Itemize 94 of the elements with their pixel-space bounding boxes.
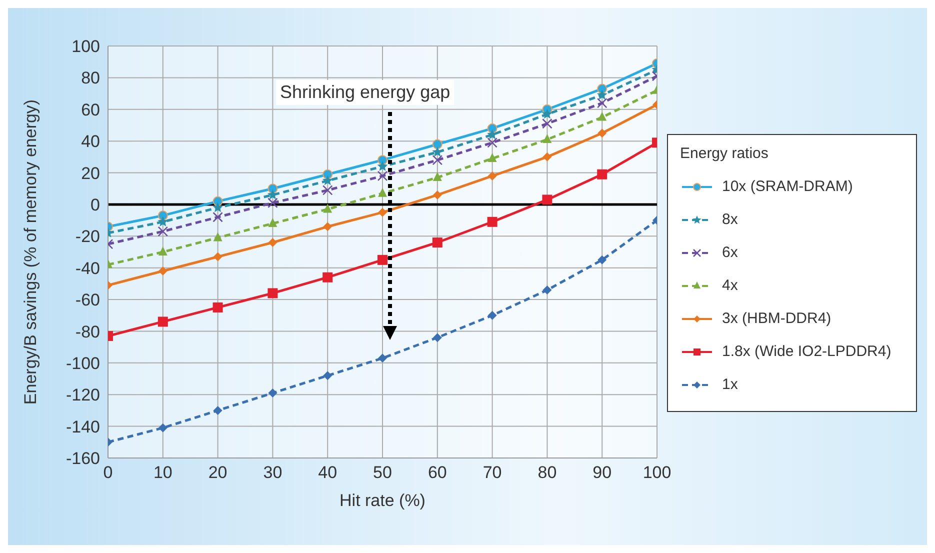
point (378, 208, 387, 217)
point (212, 202, 224, 212)
legend-title: Energy ratios (680, 145, 770, 162)
point (322, 169, 333, 180)
x-tick-label: 60 (428, 463, 447, 482)
y-tick-label: -140 (66, 417, 100, 436)
point (158, 266, 168, 276)
point (378, 254, 388, 265)
x-tick-label: 100 (642, 463, 672, 482)
x-tick-label: 80 (538, 463, 557, 482)
point (542, 194, 552, 205)
point (268, 388, 278, 398)
point (158, 210, 168, 221)
point (213, 252, 222, 262)
legend-label: 1x (722, 376, 738, 393)
point (213, 406, 222, 415)
point (597, 169, 608, 180)
point (596, 90, 608, 100)
point (268, 288, 278, 298)
point (487, 123, 498, 134)
point (212, 212, 223, 222)
point (323, 204, 332, 213)
y-tick-label: 40 (81, 132, 100, 152)
y-tick-label: -20 (75, 227, 100, 246)
y-tick-label: -120 (66, 386, 100, 405)
y-tick-label: -40 (75, 258, 100, 278)
point (377, 170, 388, 182)
y-tick-label: 0 (90, 195, 100, 214)
x-tick-label: 40 (318, 463, 338, 482)
x-tick-label: 20 (208, 463, 228, 482)
y-tick-label: -100 (66, 354, 100, 373)
point (488, 310, 497, 320)
y-tick-label: 60 (81, 100, 100, 120)
x-axis-title: Hit rate (%) (340, 491, 426, 510)
point (378, 354, 387, 363)
point (598, 128, 607, 138)
point (596, 98, 608, 108)
point (432, 333, 442, 342)
point (378, 188, 387, 197)
x-tick-label: 30 (263, 463, 282, 482)
point (542, 108, 552, 119)
x-tick-label: 70 (482, 463, 502, 482)
point (432, 172, 442, 182)
annotation: Shrinking energy gap (276, 80, 454, 105)
point (542, 118, 552, 129)
point (542, 134, 552, 143)
point (158, 316, 168, 327)
legend-label: 8x (722, 211, 738, 228)
point (598, 112, 607, 121)
y-tick-label: -60 (75, 290, 100, 310)
point (212, 302, 223, 312)
point (432, 154, 443, 166)
x-tick-label: 0 (103, 463, 113, 482)
point (598, 255, 607, 264)
point (322, 185, 333, 196)
point (487, 138, 498, 148)
point (322, 272, 333, 282)
legend-label: 3x (HBM-DDR4) (722, 310, 832, 327)
y-axis-title: Energy/B savings (% of memory energy) (21, 99, 40, 405)
legend-label: 4x (722, 277, 738, 294)
point (378, 155, 388, 166)
point (488, 153, 497, 162)
point (158, 423, 168, 432)
y-tick-label: 20 (81, 164, 100, 183)
point (158, 216, 168, 226)
point (268, 218, 278, 227)
legend-label: 1.8x (Wide IO2-LPDDR4) (722, 343, 892, 360)
point (432, 139, 442, 150)
point (268, 184, 278, 194)
point (432, 237, 442, 248)
point (322, 175, 333, 186)
x-tick-label: 10 (153, 463, 172, 482)
point (542, 286, 552, 295)
y-tick-label: -160 (66, 449, 100, 468)
point (213, 232, 222, 242)
point (542, 152, 552, 162)
point (323, 222, 332, 232)
legend-label: 6x (722, 244, 738, 261)
x-tick-label: 50 (373, 463, 392, 482)
point (487, 216, 498, 227)
point (158, 226, 168, 237)
legend-label: 10x (SRAM-DRAM) (722, 178, 853, 195)
point (488, 171, 497, 180)
x-tick-label: 90 (592, 463, 612, 482)
point (597, 84, 608, 94)
point (158, 246, 168, 256)
point (377, 160, 388, 171)
point (432, 190, 442, 200)
point (268, 198, 278, 208)
y-tick-label: 80 (81, 68, 100, 88)
y-tick-label: 100 (72, 37, 100, 56)
point (268, 238, 278, 247)
point (323, 371, 332, 380)
y-tick-label: -80 (75, 322, 100, 342)
